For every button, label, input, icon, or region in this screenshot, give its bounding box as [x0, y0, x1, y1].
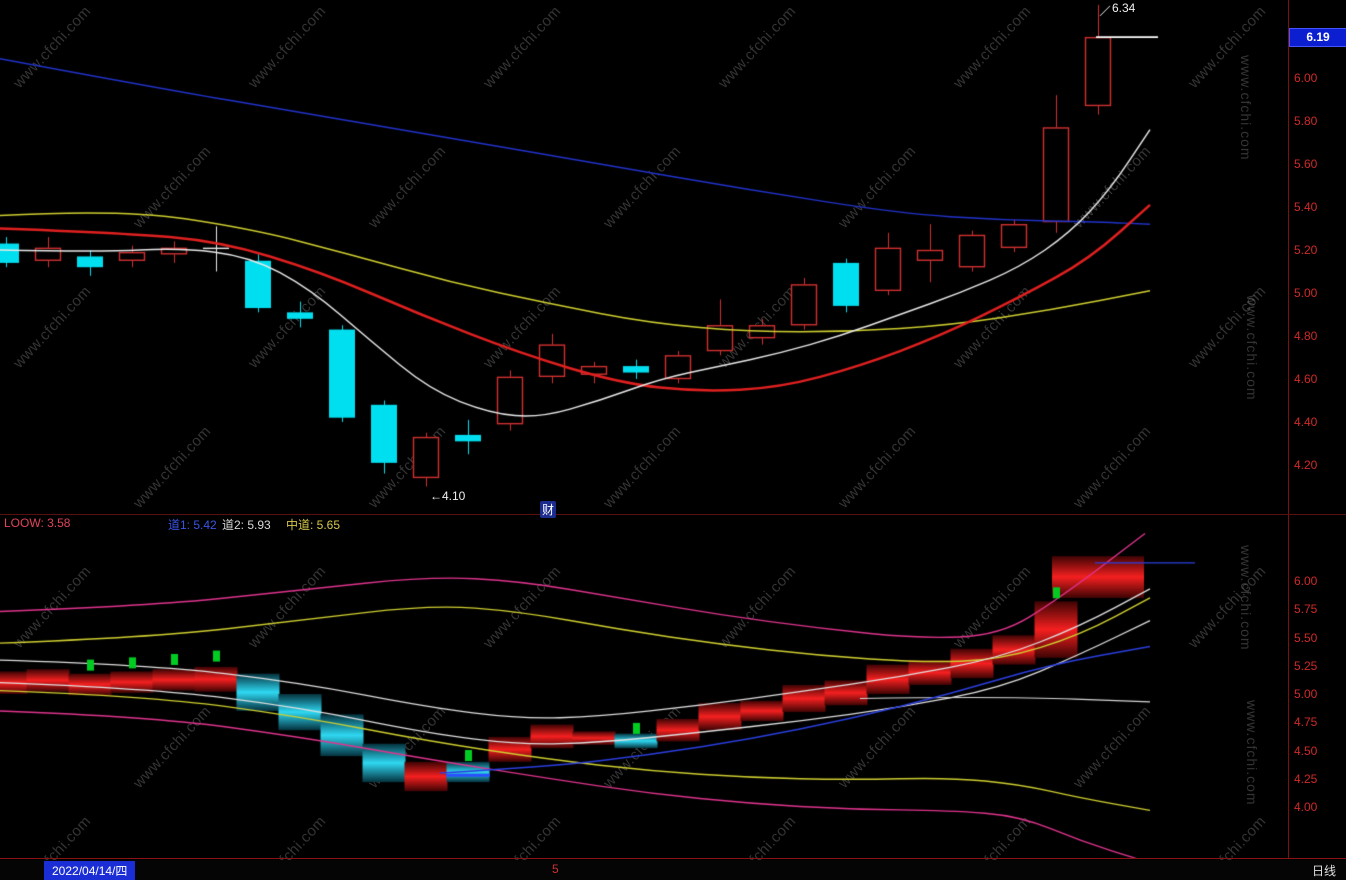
axis-separator-line: [1288, 0, 1289, 858]
low-price-annotation: ←4.10: [430, 488, 466, 503]
indicator-label-zhongdao: 中道: 5.65: [286, 518, 341, 532]
event-marker-cai[interactable]: 财: [540, 501, 557, 518]
period-selector[interactable]: 日线: [1311, 864, 1336, 878]
indicator-label-dao1: 道1: 5.42: [168, 518, 217, 532]
status-center-label: 5: [552, 862, 559, 876]
high-price-annotation: 6.34: [1112, 0, 1136, 15]
date-navigator[interactable]: 2022/04/14/四: [44, 861, 136, 880]
indicator-label-loow: LOOW: 3.58: [4, 516, 71, 530]
last-price-tag: 6.19: [1289, 28, 1346, 48]
status-bar: 2022/04/14/四 5 日线: [0, 860, 1346, 880]
indicator-label-dao2: 道2: 5.93: [222, 518, 271, 532]
panel-divider-line: [0, 514, 1346, 515]
indicator-header: LOOW: 3.58 道1: 5.42 道2: 5.93 中道: 5.65: [0, 516, 1288, 532]
bottom-border-line: [0, 858, 1346, 859]
